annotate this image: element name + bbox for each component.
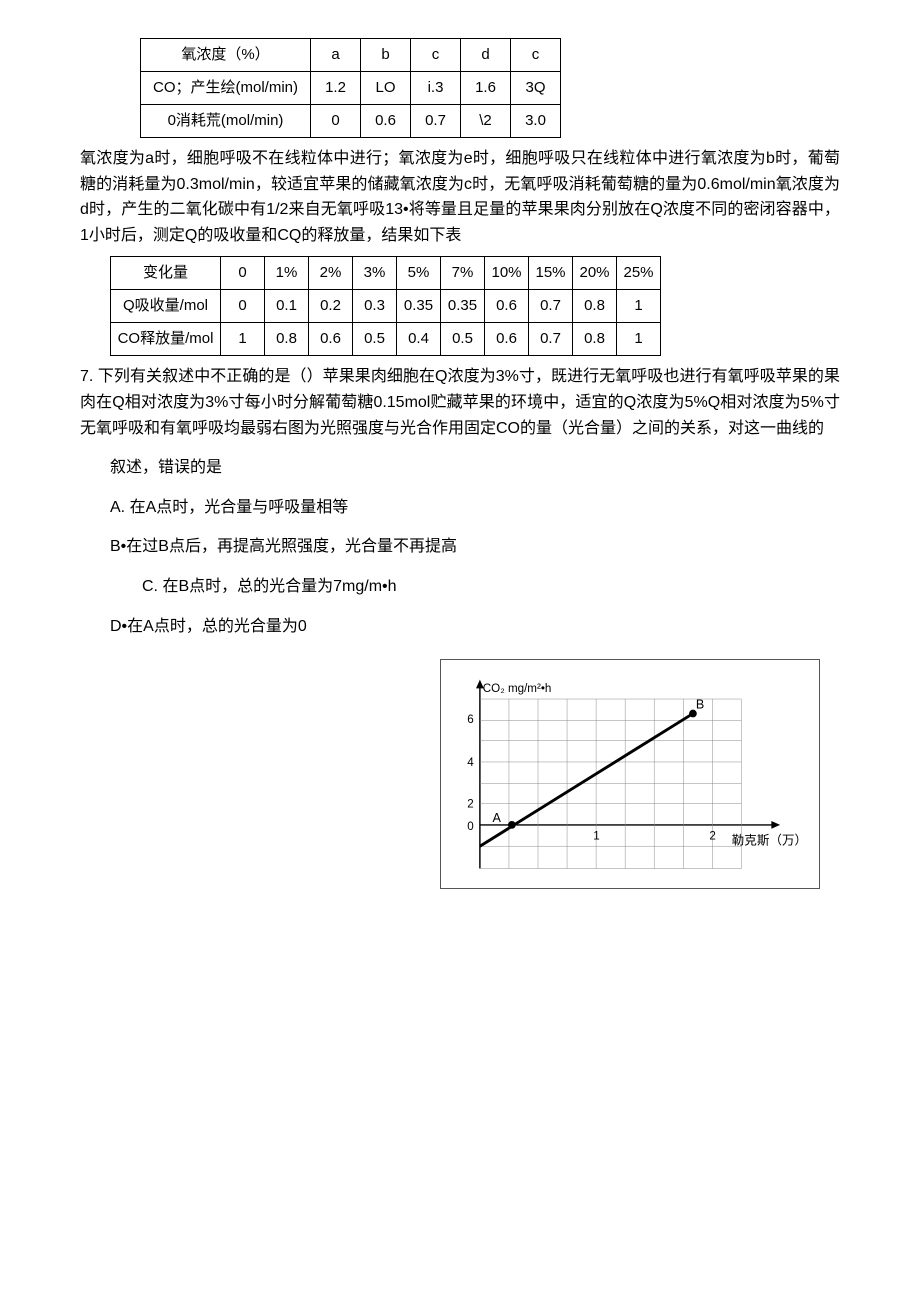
cell-header: 15% [529,257,573,290]
cell-value: 0.1 [265,290,309,323]
cell-header: 2% [309,257,353,290]
cell-header: 3% [353,257,397,290]
cell-label: CO；产生绘(mol/min) [141,72,311,105]
cell-header: 1% [265,257,309,290]
cell-value: 0.4 [397,323,441,356]
table-oxygen-concentration: 氧浓度（%） a b c d c CO；产生绘(mol/min) 1.2 LO … [140,38,561,138]
cell-header: 20% [573,257,617,290]
table-row: 0消耗荒(mol/min) 0 0.6 0.7 \2 3.0 [141,105,561,138]
cell-value: 0.6 [485,323,529,356]
cell-value: \2 [461,105,511,138]
cell-header: 氧浓度（%） [141,39,311,72]
x-tick: 1 [593,830,599,843]
cell-label: CO释放量/mol [111,323,221,356]
x-axis-label: 勒克斯（万） [732,833,807,847]
cell-value: 0.8 [265,323,309,356]
cell-value: 3.0 [511,105,561,138]
point-a-label: A [492,811,501,825]
cell-header: 变化量 [111,257,221,290]
cell-value: 1 [617,323,661,356]
cell-value: LO [361,72,411,105]
chart-light-intensity: CO₂ mg/m²•h 6 4 2 0 1 [440,659,820,889]
option-d: D•在A点时，总的光合量为0 [110,614,840,640]
cell-value: 0.7 [411,105,461,138]
chart-svg: CO₂ mg/m²•h 6 4 2 0 1 [446,670,814,883]
cell-value: 0 [311,105,361,138]
cell-value: 0.35 [441,290,485,323]
cell-value: i.3 [411,72,461,105]
table-change-amount: 变化量 0 1% 2% 3% 5% 7% 10% 15% 20% 25% Q吸收… [110,256,661,356]
cell-value: 0.8 [573,323,617,356]
cell-value: 0.6 [485,290,529,323]
cell-value: 0 [221,290,265,323]
table-row: Q吸收量/mol 0 0.1 0.2 0.3 0.35 0.35 0.6 0.7… [111,290,661,323]
cell-value: 0.5 [441,323,485,356]
cell-header: 5% [397,257,441,290]
paragraph-main: 氧浓度为a时，细胞呼吸不在线粒体中进行；氧浓度为e时，细胞呼吸只在线粒体中进行氧… [80,146,840,248]
cell-header: b [361,39,411,72]
y-axis-label: CO₂ mg/m²•h [483,682,552,695]
cell-value: 0.5 [353,323,397,356]
cell-value: 0.7 [529,290,573,323]
cell-value: 3Q [511,72,561,105]
cell-value: 1.2 [311,72,361,105]
option-a: A. 在A点时，光合量与呼吸量相等 [110,495,840,521]
cell-value: 1 [221,323,265,356]
cell-value: 0.3 [353,290,397,323]
cell-value: 0.6 [361,105,411,138]
cell-label: 0消耗荒(mol/min) [141,105,311,138]
cell-header: 10% [485,257,529,290]
cell-value: 0.8 [573,290,617,323]
y-tick: 6 [467,713,473,726]
y-tick: 0 [467,820,473,833]
cell-header: a [311,39,361,72]
question-intro: 7. 下列有关叙述中不正确的是（）苹果果肉细胞在Q浓度为3%寸，既进行无氧呼吸也… [80,364,840,441]
option-b: B•在过B点后，再提高光照强度，光合量不再提高 [110,534,840,560]
table-row: 变化量 0 1% 2% 3% 5% 7% 10% 15% 20% 25% [111,257,661,290]
cell-value: 1.6 [461,72,511,105]
point-b-label: B [696,698,704,712]
table-row: CO释放量/mol 1 0.8 0.6 0.5 0.4 0.5 0.6 0.7 … [111,323,661,356]
table-row: CO；产生绘(mol/min) 1.2 LO i.3 1.6 3Q [141,72,561,105]
table-row: 氧浓度（%） a b c d c [141,39,561,72]
cell-header: c [511,39,561,72]
question-suffix: 叙述，错误的是 [110,455,840,481]
cell-header: 25% [617,257,661,290]
option-c: C. 在B点时，总的光合量为7mg/m•h [142,574,840,600]
cell-label: Q吸收量/mol [111,290,221,323]
cell-header: c [411,39,461,72]
y-tick: 4 [467,756,474,769]
cell-header: 7% [441,257,485,290]
cell-value: 0.2 [309,290,353,323]
cell-value: 1 [617,290,661,323]
cell-value: 0.35 [397,290,441,323]
cell-header: d [461,39,511,72]
cell-value: 0.6 [309,323,353,356]
y-tick: 2 [467,798,473,811]
x-tick: 2 [709,830,715,843]
cell-value: 0.7 [529,323,573,356]
cell-header: 0 [221,257,265,290]
